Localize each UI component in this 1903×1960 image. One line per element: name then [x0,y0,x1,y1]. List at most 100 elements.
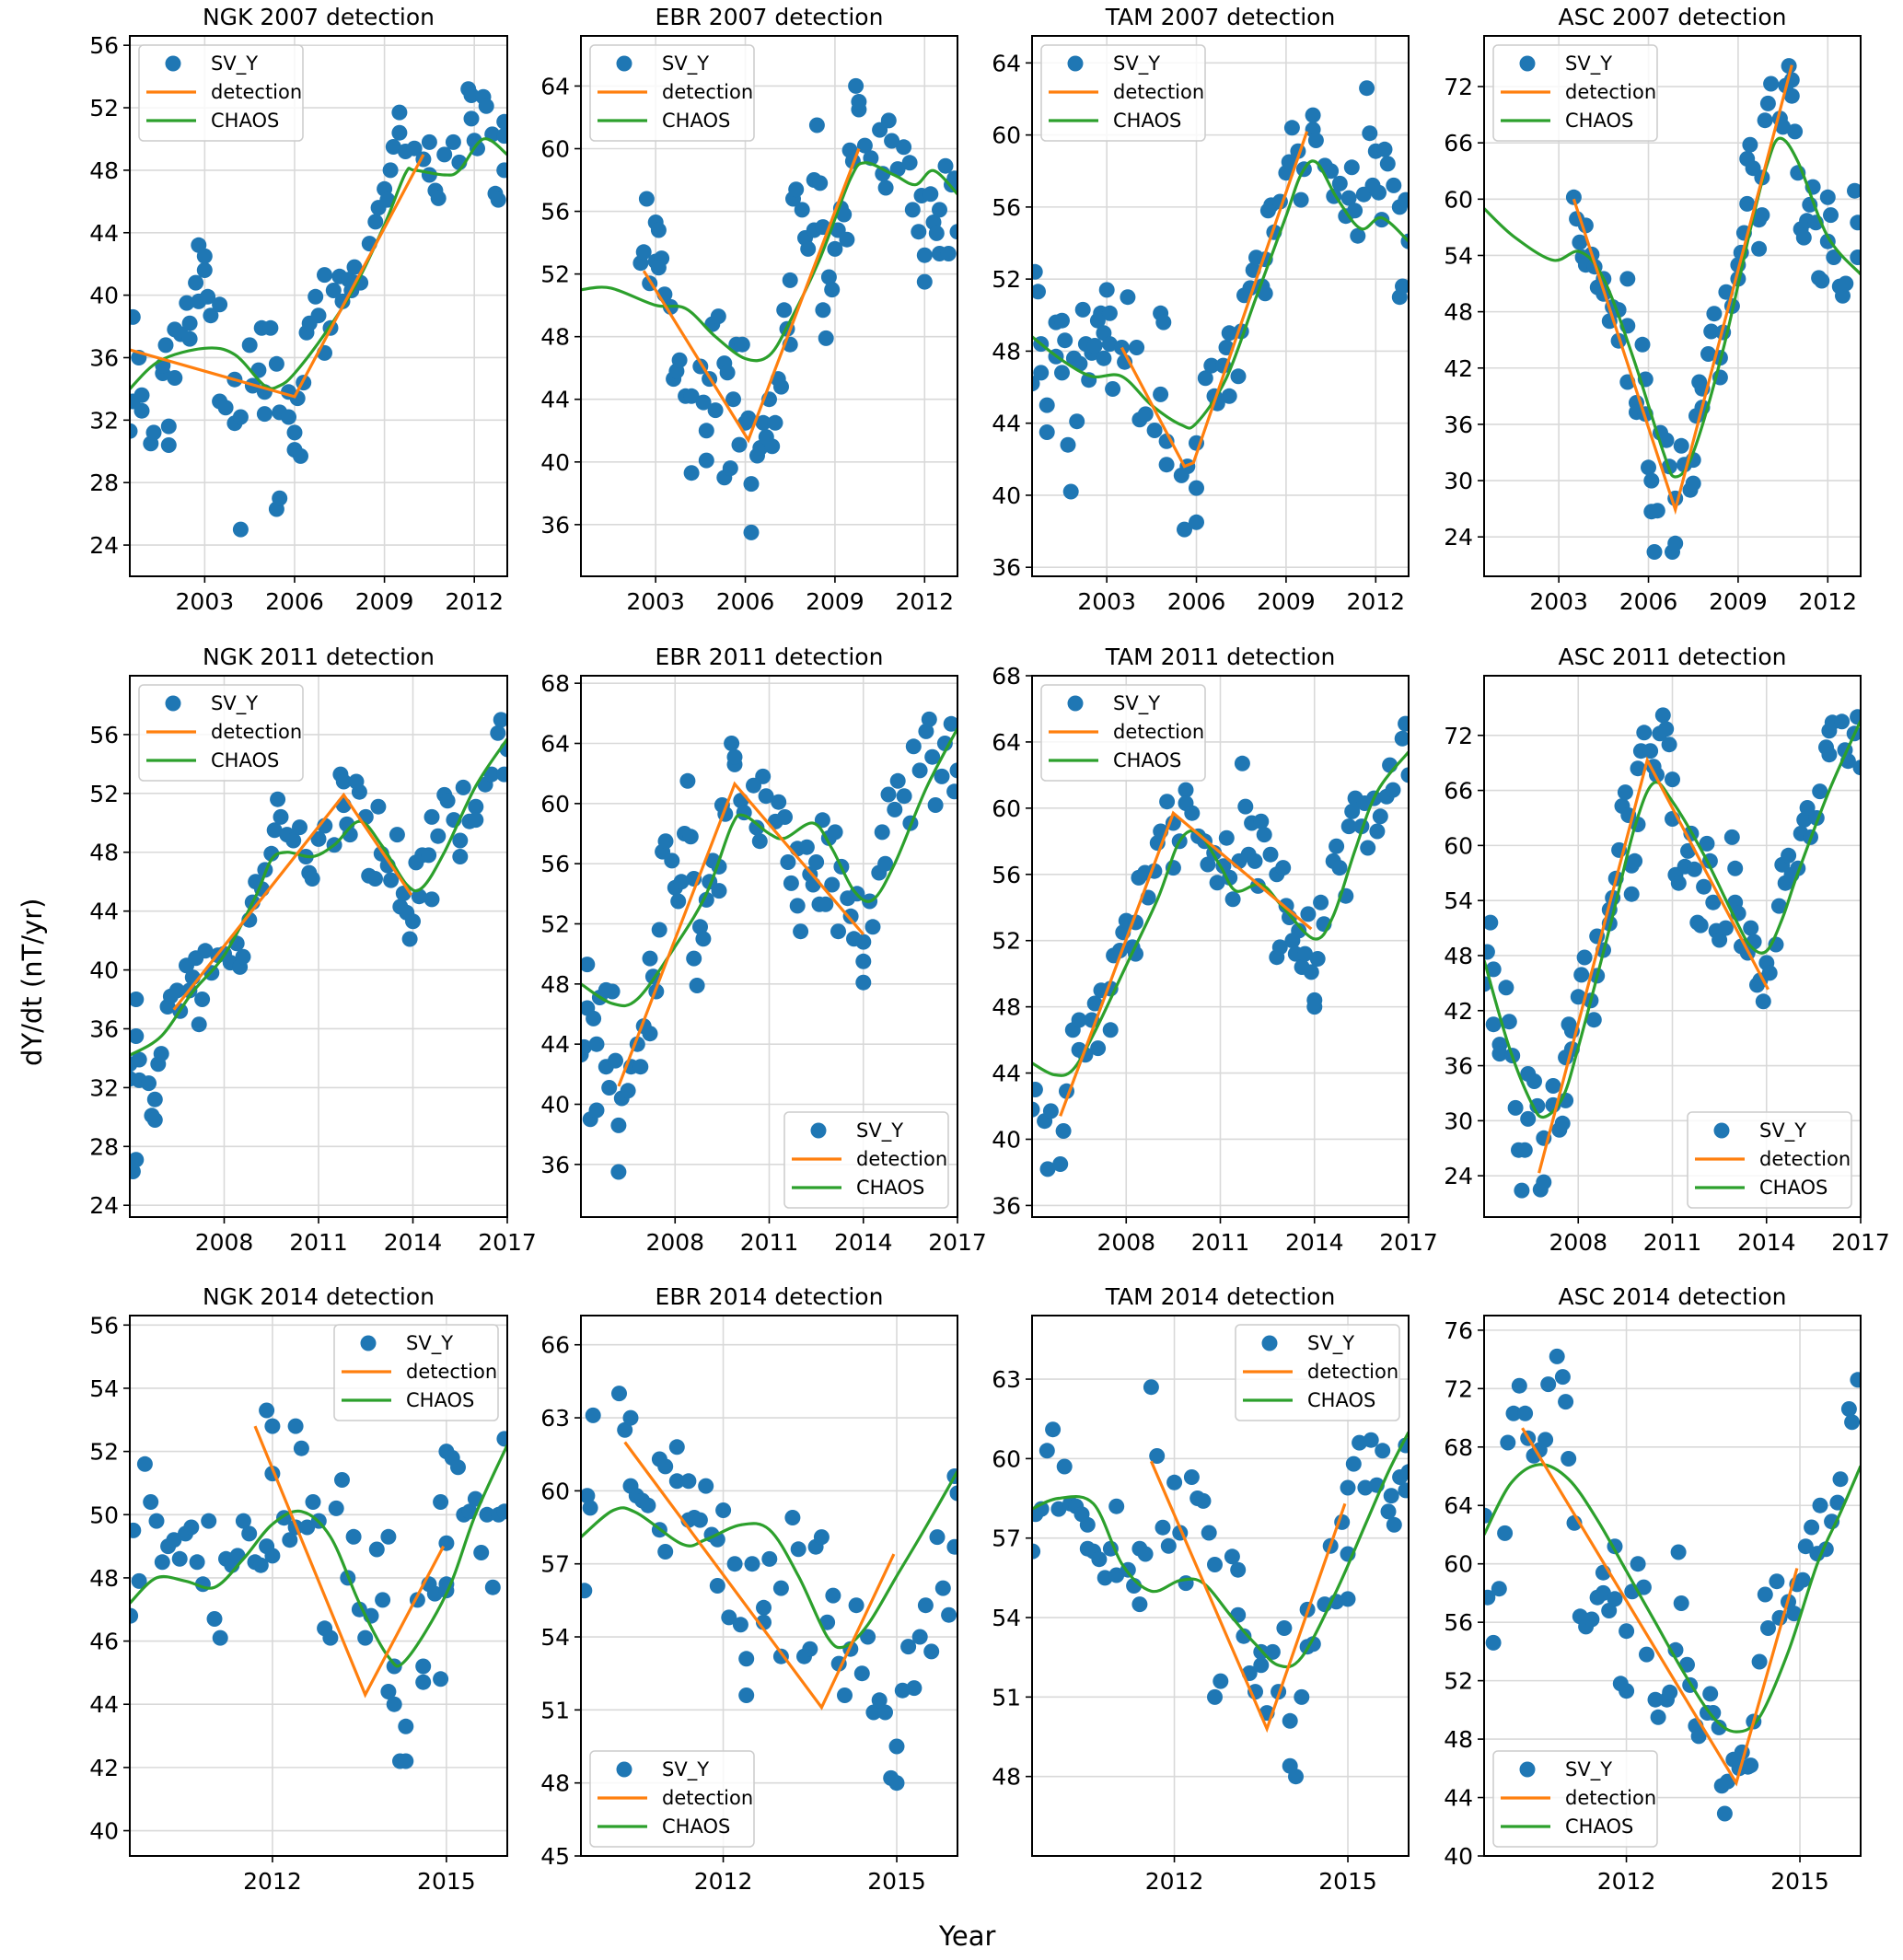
sv-y-point [1832,1471,1849,1488]
sv-y-point [1207,1688,1223,1705]
sv-y-point [911,1629,928,1645]
sv-y-point [130,1152,145,1168]
sv-y-point [1485,1634,1502,1651]
sv-y-point [310,307,327,324]
legend-label-chaos: CHAOS [662,1815,730,1838]
sv-y-point [1642,743,1659,760]
sv-y-point [1700,346,1716,362]
sv-y-point [1096,350,1112,366]
sv-y-point [1690,1728,1707,1745]
sv-y-point [1177,521,1192,538]
legend-label-detection: detection [662,81,753,103]
legend-scatter-marker [1067,55,1084,72]
y-tick-label: 40 [89,283,119,309]
sv-y-point [235,948,251,965]
sv-y-point [819,1614,836,1630]
sv-y-point [1071,1012,1087,1028]
sv-y-point [1537,1432,1554,1448]
sv-y-point [1213,1673,1229,1689]
x-tick-label: 2017 [478,1229,537,1256]
sv-y-point [848,1597,864,1614]
sv-y-point [1294,1688,1310,1705]
sv-y-point [1673,437,1689,454]
panel-title: TAM 2007 detection [1105,4,1336,30]
sv-y-point [767,414,783,431]
y-tick-label: 48 [540,1770,570,1797]
sv-y-point [588,1102,605,1119]
legend-box [783,1111,949,1209]
sv-y-point [398,1753,414,1769]
legend-label-chaos: CHAOS [1565,1815,1633,1838]
sv-y-point [334,1472,350,1488]
sv-y-point [452,849,469,864]
x-tick-label: 2009 [806,588,864,615]
y-axis-label: dY/dt (nT/yr) [17,898,48,1066]
sv-y-point [430,190,447,206]
sv-y-point [385,139,401,155]
sv-y-point [932,202,947,218]
sv-y-point [1307,133,1324,148]
sv-y-point [1511,1377,1527,1394]
legend-label-chaos: CHAOS [406,1389,474,1411]
legend-label-scatter: SV_Y [211,692,258,715]
sv-y-point [1374,212,1390,228]
legend-box [138,684,304,782]
y-tick-label: 54 [540,1624,570,1651]
x-tick-label: 2011 [740,1229,799,1256]
sv-y-point [1340,190,1357,206]
sv-y-point [805,876,821,893]
sv-y-point [1195,1492,1212,1509]
sv-y-point [864,919,881,935]
y-tick-label: 48 [89,157,119,184]
legend-label-chaos: CHAOS [211,749,279,771]
sv-y-point [1102,1022,1119,1038]
sv-y-point [1039,1161,1056,1177]
sv-y-point [1201,1525,1217,1541]
sv-y-point [1705,894,1722,910]
detection-line [253,1425,446,1699]
sv-y-point [304,871,320,887]
plot-area [1484,1348,1861,1822]
sv-y-point [1619,1683,1635,1699]
sv-y-point [1379,156,1396,172]
sv-y-point [1158,457,1175,473]
chaos-line [130,737,507,1057]
sv-y-point [1783,87,1800,104]
panel-ebr-2011-detection: 36 40 44 48 52 56 60 64 68 2008 2011 2014 2017 EBR 20… [540,644,987,1256]
sv-y-point [1032,1543,1041,1560]
sv-y-point [1054,312,1070,329]
sv-y-point [638,191,655,207]
sv-y-point [470,140,485,157]
sv-y-point [917,1597,934,1614]
sv-y-point [1221,325,1237,342]
y-tick-label: 24 [89,532,119,559]
sv-y-point [1347,203,1363,219]
sv-y-point [1742,136,1758,153]
sv-y-point [668,1439,685,1456]
sv-y-point [734,336,750,353]
sv-y-point [1643,472,1660,489]
detection-line [1537,756,1770,1174]
x-tick-label: 2015 [1318,1868,1377,1895]
y-tick-label: 66 [1444,130,1473,157]
y-tick-label: 40 [992,482,1021,509]
sv-y-point [133,387,150,403]
sv-y-point [181,315,198,331]
legend-scatter-marker [810,1122,827,1139]
x-tick-label: 2015 [867,1868,926,1895]
sv-y-point [1712,932,1728,948]
sv-y-point [1850,215,1861,231]
sv-y-point [1234,755,1250,771]
y-tick-label: 56 [1444,1609,1473,1636]
y-tick-label: 60 [992,795,1021,822]
sv-y-point [1723,829,1740,845]
y-tick-label: 48 [1444,1726,1473,1753]
sv-y-point [581,1488,596,1504]
sv-y-point [1484,914,1499,931]
sv-y-point [1033,365,1050,381]
y-tick-label: 24 [1444,1163,1473,1189]
sv-y-point [755,414,772,431]
y-tick-label: 48 [992,1764,1021,1791]
sv-y-point [748,819,765,836]
sv-y-point [1686,861,1702,877]
